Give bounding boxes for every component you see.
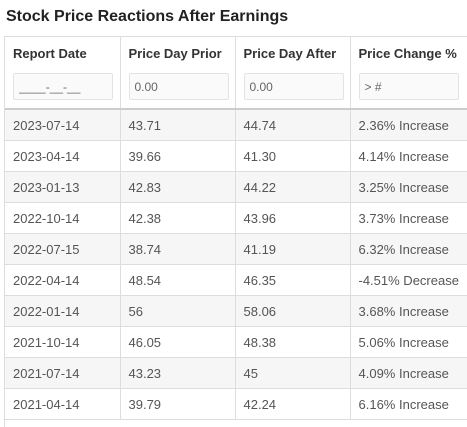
price-day-prior-cell: 42.83 [120, 171, 236, 203]
price-day-after-cell: 44.22 [235, 171, 351, 203]
price-day-prior-cell: 42.38 [120, 202, 236, 234]
report-date-cell: 2022-07-15 [5, 233, 121, 265]
filter-cell-price-day-after [235, 70, 351, 110]
price-change-cell: -4.51% Decrease [350, 264, 467, 296]
price-change-cell: 4.09% Increase [350, 357, 467, 389]
table-row[interactable]: 2021-07-14 43.23 45 4.09% Increase [5, 357, 467, 389]
report-date-filter-input[interactable] [13, 73, 113, 100]
price-day-prior-cell: 39.79 [120, 388, 236, 420]
table-row[interactable]: 2022-01-14 56 58.06 3.68% Increase [5, 295, 467, 327]
price-day-after-cell: 58.06 [235, 295, 351, 327]
table-row[interactable]: 2022-10-14 42.38 43.96 3.73% Increase [5, 202, 467, 234]
earnings-table: Report Date Price Day Prior Price Day Af… [5, 37, 467, 420]
price-day-after-cell: 43.96 [235, 202, 351, 234]
filter-cell-price-day-prior [120, 70, 236, 110]
report-date-cell: 2021-10-14 [5, 326, 121, 358]
price-day-prior-filter-input[interactable] [128, 73, 229, 100]
table-row[interactable]: 2022-07-15 38.74 41.19 6.32% Increase [5, 233, 467, 265]
table-row[interactable]: 2021-04-14 39.79 42.24 6.16% Increase [5, 388, 467, 420]
table-row[interactable]: 2023-04-14 39.66 41.30 4.14% Increase [5, 140, 467, 172]
table-row[interactable]: 2021-10-14 46.05 48.38 5.06% Increase [5, 326, 467, 358]
price-day-after-cell: 45 [235, 357, 351, 389]
price-day-prior-cell: 38.74 [120, 233, 236, 265]
price-day-prior-cell: 48.54 [120, 264, 236, 296]
table-row[interactable]: 2023-01-13 42.83 44.22 3.25% Increase [5, 171, 467, 203]
report-date-cell: 2022-04-14 [5, 264, 121, 296]
filter-row [5, 70, 467, 110]
price-change-cell: 3.73% Increase [350, 202, 467, 234]
page-title: Stock Price Reactions After Earnings [6, 8, 289, 25]
report-date-cell: 2023-01-13 [5, 171, 121, 203]
price-day-prior-cell: 56 [120, 295, 236, 327]
price-day-after-cell: 41.30 [235, 140, 351, 172]
price-day-prior-cell: 43.71 [120, 109, 236, 141]
report-date-cell: 2022-01-14 [5, 295, 121, 327]
table-row[interactable]: 2023-07-14 43.71 44.74 2.36% Increase [5, 109, 467, 141]
price-day-after-filter-input[interactable] [243, 73, 344, 100]
report-date-cell: 2021-04-14 [5, 388, 121, 420]
price-change-cell: 6.16% Increase [350, 388, 467, 420]
header-row: Report Date Price Day Prior Price Day Af… [5, 37, 467, 70]
price-day-prior-cell: 46.05 [120, 326, 236, 358]
filter-cell-price-change [350, 70, 467, 110]
price-day-after-cell: 41.19 [235, 233, 351, 265]
report-date-cell: 2023-04-14 [5, 140, 121, 172]
price-change-cell: 2.36% Increase [350, 109, 467, 141]
column-header-report-date[interactable]: Report Date [5, 37, 121, 70]
price-change-cell: 6.32% Increase [350, 233, 467, 265]
price-change-filter-input[interactable] [358, 73, 459, 100]
price-change-cell: 5.06% Increase [350, 326, 467, 358]
table-row[interactable]: 2022-04-14 48.54 46.35 -4.51% Decrease [5, 264, 467, 296]
price-change-cell: 3.68% Increase [350, 295, 467, 327]
column-header-price-change[interactable]: Price Change % [350, 37, 467, 70]
earnings-table-container[interactable]: Report Date Price Day Prior Price Day Af… [4, 36, 467, 427]
report-date-cell: 2022-10-14 [5, 202, 121, 234]
column-header-price-day-after[interactable]: Price Day After [235, 37, 351, 70]
price-change-cell: 3.25% Increase [350, 171, 467, 203]
price-day-prior-cell: 39.66 [120, 140, 236, 172]
price-day-prior-cell: 43.23 [120, 357, 236, 389]
price-day-after-cell: 48.38 [235, 326, 351, 358]
filter-cell-report-date [5, 70, 121, 110]
price-day-after-cell: 42.24 [235, 388, 351, 420]
column-header-price-day-prior[interactable]: Price Day Prior [120, 37, 236, 70]
price-day-after-cell: 46.35 [235, 264, 351, 296]
price-change-cell: 4.14% Increase [350, 140, 467, 172]
price-day-after-cell: 44.74 [235, 109, 351, 141]
report-date-cell: 2021-07-14 [5, 357, 121, 389]
report-date-cell: 2023-07-14 [5, 109, 121, 141]
